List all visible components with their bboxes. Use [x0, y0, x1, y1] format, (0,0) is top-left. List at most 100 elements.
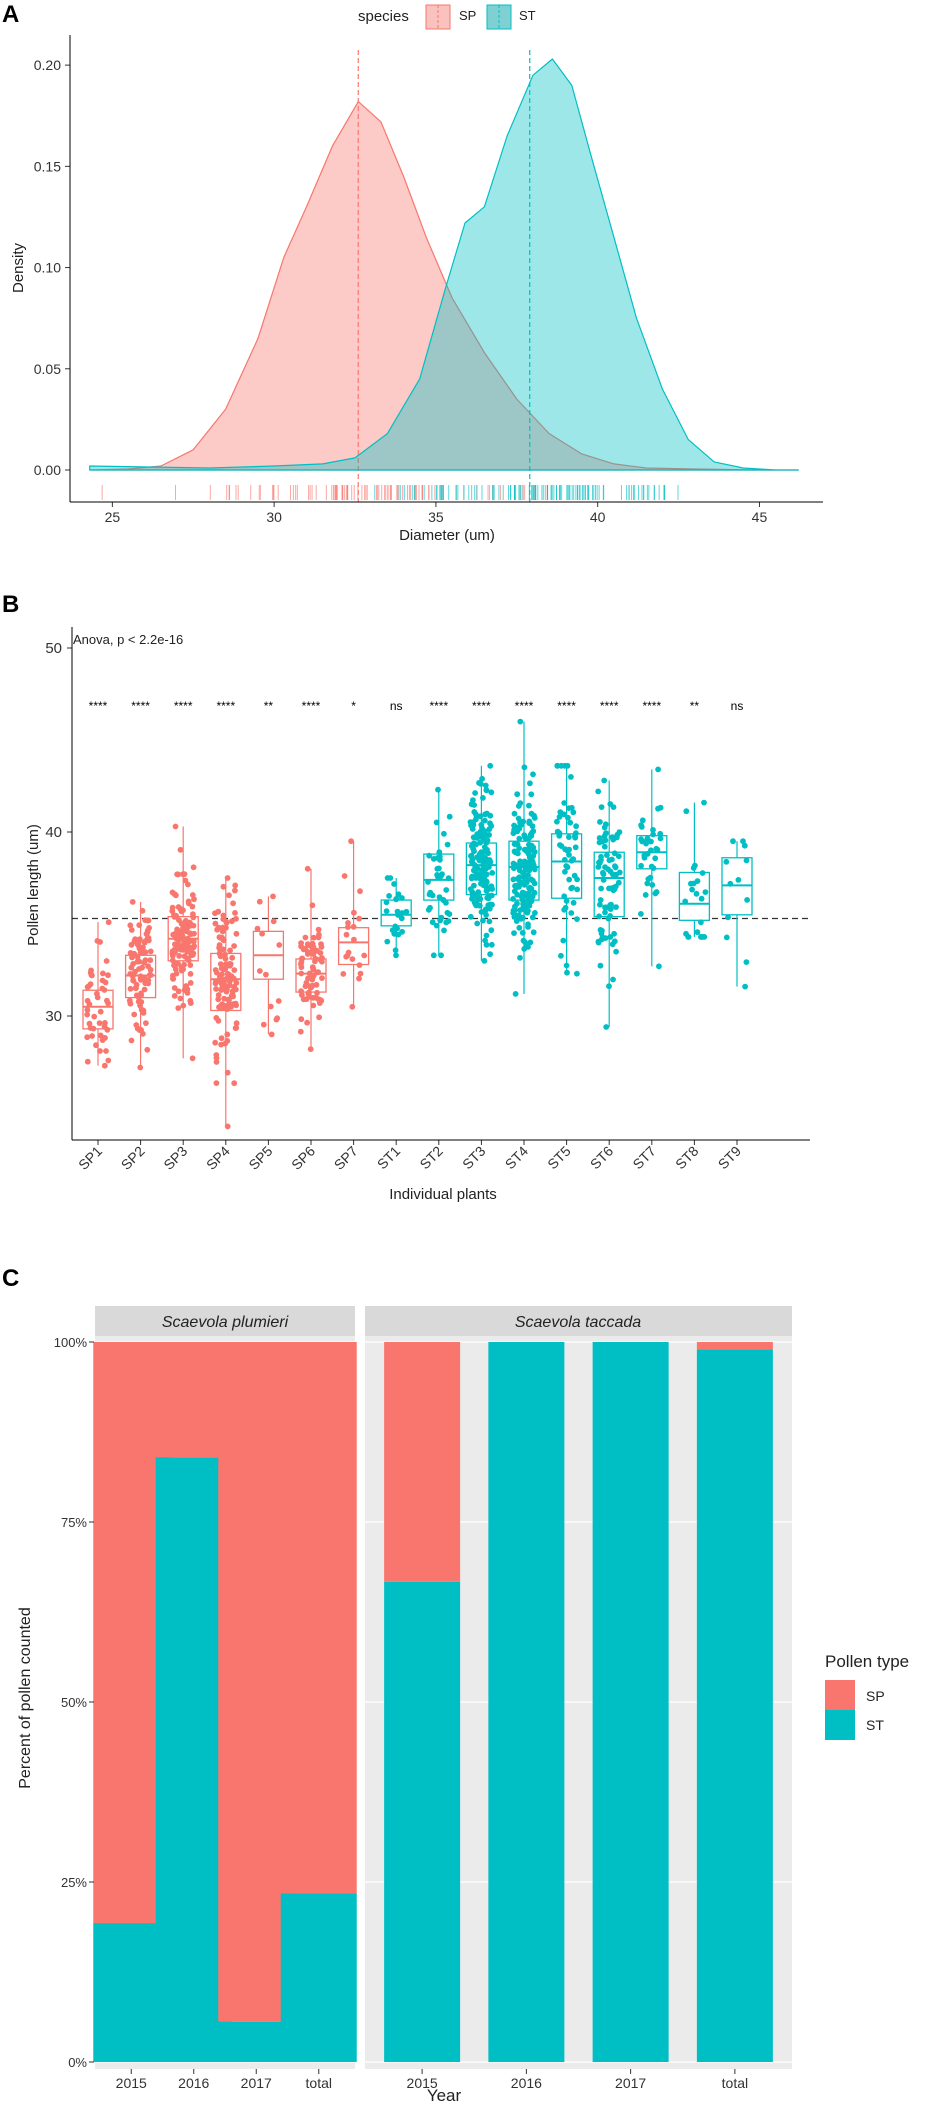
data-point — [84, 1007, 91, 1013]
data-point — [105, 1057, 112, 1064]
data-point — [223, 918, 230, 925]
data-point — [529, 893, 536, 900]
data-point — [304, 941, 311, 948]
data-point — [518, 915, 524, 922]
x-tick-label: 2015 — [407, 2075, 438, 2091]
data-point — [524, 893, 531, 899]
data-point — [84, 1011, 91, 1018]
data-point — [179, 926, 186, 933]
data-point — [683, 808, 690, 815]
x-tick-label: ST4 — [502, 1143, 532, 1173]
data-point — [511, 930, 517, 936]
data-point — [598, 857, 604, 863]
box — [678, 871, 711, 921]
data-point — [386, 893, 392, 899]
data-point — [607, 801, 614, 807]
data-point — [313, 981, 320, 988]
data-point — [743, 959, 750, 965]
legend-title: Pollen type — [825, 1652, 909, 1671]
y-axis-label: Pollen length (um) — [25, 824, 42, 946]
data-point — [316, 931, 322, 938]
data-point — [612, 864, 619, 871]
data-point — [213, 1080, 220, 1086]
data-point — [130, 961, 137, 967]
data-point — [383, 908, 390, 914]
data-point — [144, 929, 151, 936]
data-point — [606, 983, 612, 990]
data-point — [519, 859, 526, 866]
data-point — [514, 828, 521, 835]
data-point — [273, 1016, 280, 1023]
data-point — [309, 902, 316, 909]
data-point — [599, 838, 606, 845]
data-point — [134, 954, 141, 960]
significance-label: **** — [429, 699, 448, 713]
data-point — [177, 846, 184, 853]
data-point — [698, 895, 705, 902]
data-point — [648, 847, 654, 854]
data-point — [511, 888, 518, 895]
data-point — [527, 862, 534, 869]
data-point — [343, 953, 350, 960]
data-point — [312, 994, 319, 1001]
data-point — [229, 954, 236, 961]
data-point — [650, 865, 657, 871]
data-point — [189, 892, 196, 898]
data-point — [304, 865, 311, 872]
data-point — [515, 815, 522, 822]
data-point — [480, 795, 486, 801]
data-point — [86, 1020, 93, 1027]
y-tick-label: 100% — [54, 1335, 88, 1350]
data-point — [314, 989, 320, 996]
density-area-sp — [89, 101, 799, 471]
y-tick-label: 40 — [45, 824, 62, 841]
data-point — [472, 901, 479, 907]
data-point — [642, 892, 649, 898]
data-point — [435, 786, 441, 793]
data-point — [528, 810, 535, 817]
data-point — [315, 926, 322, 933]
legend-key-st — [825, 1710, 855, 1740]
data-point — [604, 852, 610, 858]
data-point — [613, 834, 620, 841]
legend-label-st: ST — [519, 8, 536, 23]
data-point — [225, 996, 232, 1003]
data-point — [105, 919, 112, 926]
data-point — [598, 804, 605, 810]
data-point — [607, 934, 614, 940]
data-point — [91, 1013, 98, 1020]
data-point — [384, 938, 391, 945]
data-point — [564, 969, 570, 976]
data-point — [512, 903, 518, 910]
data-point — [232, 910, 238, 916]
data-point — [345, 920, 351, 926]
data-point — [701, 934, 708, 940]
data-point — [178, 964, 185, 971]
legend-label-sp: SP — [459, 8, 476, 23]
data-point — [171, 914, 178, 920]
data-point — [426, 852, 433, 859]
data-point — [510, 896, 516, 902]
significance-label: ** — [690, 699, 700, 713]
data-point — [350, 923, 357, 930]
box-group-sp2 — [124, 899, 157, 1071]
data-point — [522, 834, 528, 841]
data-point — [638, 836, 644, 843]
data-point — [356, 915, 362, 922]
data-point — [438, 952, 444, 959]
data-point — [227, 947, 234, 954]
data-point — [568, 774, 574, 780]
data-point — [485, 893, 492, 899]
data-point — [530, 844, 537, 851]
data-point — [699, 870, 706, 876]
data-point — [430, 856, 437, 862]
x-tick-label: ST6 — [587, 1143, 617, 1173]
box-group-sp3 — [167, 823, 199, 1062]
data-point — [143, 1020, 149, 1026]
data-point — [173, 970, 180, 977]
data-point — [212, 1039, 219, 1046]
x-tick-label: ST8 — [672, 1143, 702, 1173]
data-point — [260, 1021, 267, 1028]
data-point — [129, 899, 136, 905]
data-point — [479, 775, 485, 782]
